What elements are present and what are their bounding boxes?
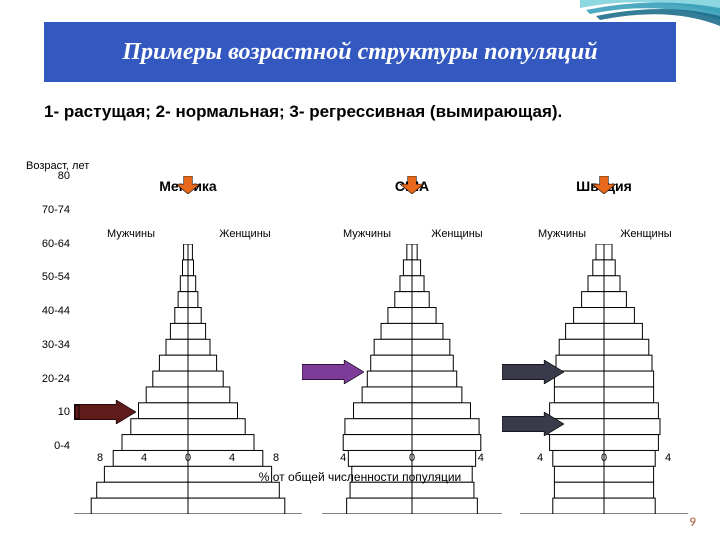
pyramid-swe: Швеция МужчиныЖенщины	[520, 176, 688, 446]
subheader-women: Женщины	[412, 228, 502, 240]
x-ticks-usa: 4 0 4	[322, 452, 502, 466]
page-number: 9	[689, 515, 696, 530]
x-tick: 4	[537, 452, 543, 464]
x-tick: 4	[340, 452, 346, 464]
x-tick: 0	[185, 452, 191, 464]
pyramid-usa: США МужчиныЖенщины	[322, 176, 502, 446]
x-tick: 8	[273, 452, 279, 464]
title-box: Примеры возрастной структуры популяций	[44, 22, 676, 82]
charts-row: МексикаМужчиныЖенщины84048СШАМужчиныЖенщ…	[22, 126, 698, 484]
subheader-men: Мужчины	[520, 228, 604, 240]
chart-area: Возраст, лет 8070-7460-6450-5440-4430-34…	[22, 126, 698, 484]
subheader-women: Женщины	[188, 228, 302, 240]
subheader-men: Мужчины	[322, 228, 412, 240]
x-tick: 0	[409, 452, 415, 464]
subheader-women: Женщины	[604, 228, 688, 240]
country-arrow-usa: США	[322, 176, 502, 194]
x-ticks-swe: 4 0 4	[520, 452, 688, 466]
country-arrow-mex: Мексика	[74, 176, 302, 194]
x-ticks-mex: 8 4 0 4 8	[74, 452, 302, 466]
x-tick: 4	[665, 452, 671, 464]
title-text: Примеры возрастной структуры популяций	[122, 39, 597, 66]
x-tick: 4	[141, 452, 147, 464]
subheader-men: Мужчины	[74, 228, 188, 240]
x-axis-label: % от общей численности популяции	[22, 470, 698, 484]
x-tick: 0	[601, 452, 607, 464]
x-tick: 4	[229, 452, 235, 464]
x-tick: 8	[97, 452, 103, 464]
legend-line: 1- растущая; 2- нормальная; 3- регрессив…	[44, 102, 562, 122]
country-arrow-swe: Швеция	[520, 176, 688, 194]
x-tick: 4	[478, 452, 484, 464]
